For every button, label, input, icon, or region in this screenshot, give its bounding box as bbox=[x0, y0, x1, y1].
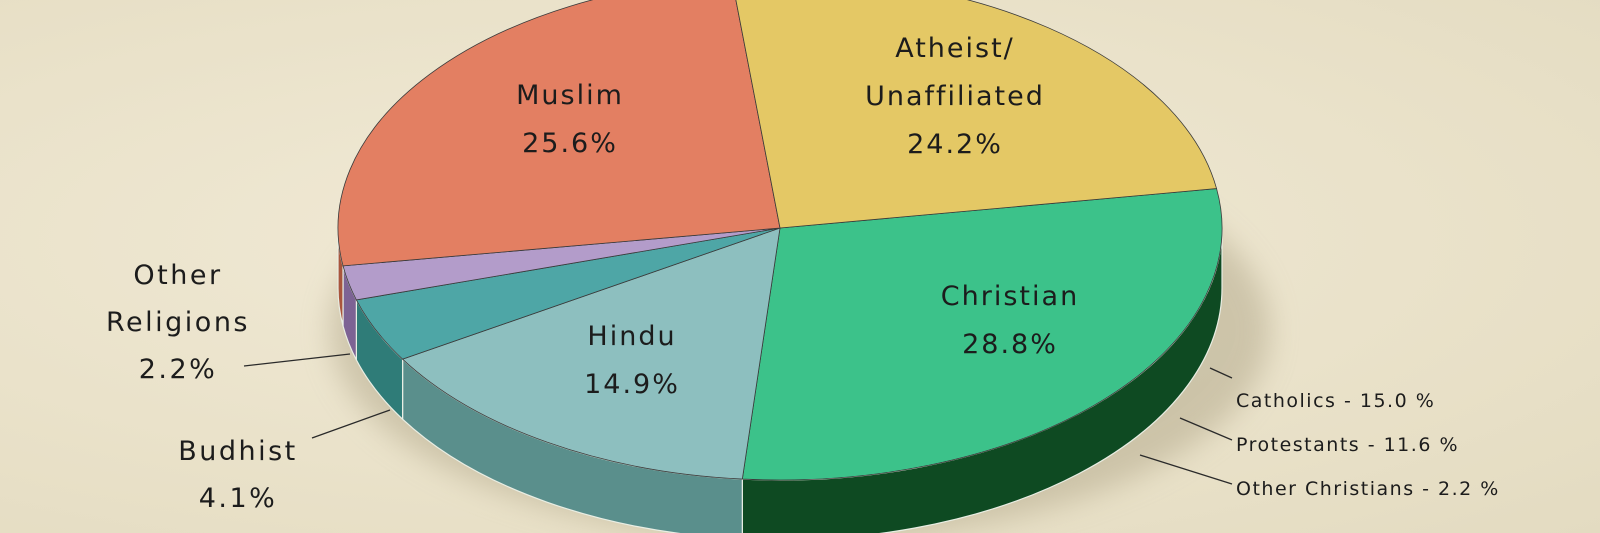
outer-label-other-religions-0: Other bbox=[133, 260, 222, 291]
leader-line-budhist bbox=[311, 409, 391, 439]
slice-label-christian-0: Christian bbox=[941, 281, 1079, 312]
christian-breakdown-1: Protestants - 11.6 % bbox=[1236, 434, 1459, 456]
pie-slice-muslim bbox=[337, 0, 781, 267]
slice-label-atheist-0: Atheist/ bbox=[895, 33, 1015, 64]
christian-breakdown-0: Catholics - 15.0 % bbox=[1236, 390, 1435, 412]
slice-label-muslim-0: Muslim bbox=[516, 80, 624, 111]
breakdown-leader-1 bbox=[1179, 417, 1233, 441]
slice-label-atheist-1: Unaffiliated bbox=[865, 81, 1045, 112]
pie-slice-hindu bbox=[401, 227, 781, 480]
slice-label-hindu-1: 14.9% bbox=[584, 369, 680, 400]
slice-label-muslim-1: 25.6% bbox=[522, 128, 618, 159]
pie-slice-atheist bbox=[735, 0, 1218, 229]
outer-label-budhist-0: Budhist bbox=[178, 436, 298, 467]
christian-breakdown-2: Other Christians - 2.2 % bbox=[1236, 478, 1500, 500]
breakdown-leader-2 bbox=[1139, 454, 1233, 485]
outer-labels: Budhist 4.1% Other Religions 2.2% Catholics -… bbox=[106, 260, 1500, 514]
slice-label-atheist-2: 24.2% bbox=[907, 129, 1003, 160]
pie-labels: Christian 28.8% Hindu 14.9% Muslim 25.6% Athei… bbox=[516, 33, 1079, 400]
outer-label-other-religions-2: 2.2% bbox=[139, 354, 218, 385]
pie-slice-christian bbox=[741, 188, 1223, 481]
slice-label-christian-1: 28.8% bbox=[962, 329, 1058, 360]
slice-label-hindu-0: Hindu bbox=[587, 321, 676, 352]
pie-tops bbox=[337, 0, 1223, 481]
outer-label-other-religions-1: Religions bbox=[106, 307, 250, 338]
breakdown-leader-0 bbox=[1209, 367, 1233, 379]
outer-label-budhist-1: 4.1% bbox=[199, 483, 278, 514]
leader-line-other-religions bbox=[243, 353, 351, 367]
